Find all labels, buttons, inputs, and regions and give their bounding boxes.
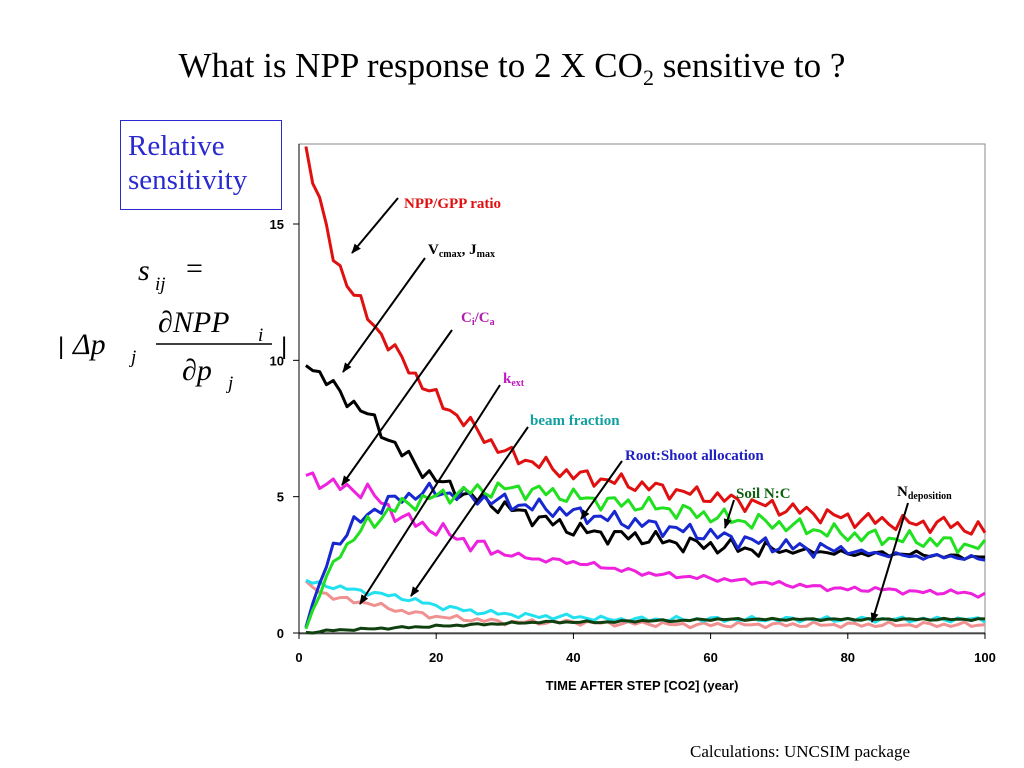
label-npp-gpp: NPP/GPP ratio [404, 196, 501, 212]
title-text: What is NPP response to 2 X CO [178, 46, 643, 85]
formula-denominator: ∂p [182, 354, 212, 387]
formula-delta-sub: j [128, 347, 136, 368]
y-tick-label-2: 10 [270, 353, 284, 368]
arrow-ci-ca [341, 329, 453, 486]
label-root-shoot: Root:Shoot allocation [625, 448, 764, 464]
y-tick-label-0: 0 [277, 626, 284, 641]
x-tick-label-0: 0 [295, 650, 302, 665]
page-title: What is NPP response to 2 X CO2 sensitiv… [0, 46, 1024, 91]
arrow-vcmax [342, 257, 426, 373]
x-tick-label-4: 80 [841, 650, 855, 665]
label-vcmax: Vcmax, Jmax [428, 242, 495, 260]
arrow-soil-nc [723, 499, 735, 529]
x-tick-label-5: 100 [974, 650, 996, 665]
label-n-deposition: Ndeposition [897, 484, 952, 502]
label-ci-ca: Ci/Ca [461, 310, 495, 328]
caption: Calculations: UNCSIM package [690, 742, 911, 761]
y-tick-label-3: 15 [270, 217, 284, 232]
series-line-2 [305, 471, 986, 599]
sensitivity-formula: s ij = | Δp j ∂NPP i ∂p j | [58, 252, 287, 394]
formula-equals: = [186, 252, 203, 285]
box-line-1: Relative [128, 130, 225, 162]
series-line-0 [304, 146, 987, 536]
relative-sensitivity-box: Relative sensitivity [120, 120, 282, 210]
x-tick-label-2: 40 [566, 650, 580, 665]
plot-area [298, 143, 986, 635]
series-line-3 [304, 579, 986, 630]
box-line-2: sensitivity [128, 164, 248, 196]
label-kext: kext [503, 371, 525, 389]
title-end-text: sensitive to ? [653, 46, 846, 85]
label-beam-fraction: beam fraction [530, 413, 620, 429]
series-line-6 [304, 481, 987, 630]
x-tick-label-1: 20 [429, 650, 443, 665]
formula-bar-right: | [281, 333, 287, 360]
arrow-npp-gpp [351, 197, 399, 254]
series-line-5 [304, 481, 986, 628]
arrow-kext [359, 384, 501, 605]
axes: 0 20 40 60 80 100 0 5 10 15 [270, 144, 996, 665]
formula-lhs: s [138, 254, 150, 287]
x-tick-label-3: 60 [703, 650, 717, 665]
formula-bar-left: | [58, 333, 64, 360]
label-soil-nc: Soil N:C [736, 486, 791, 502]
arrow-n-deposition [870, 502, 909, 623]
arrow-beam-fraction [410, 426, 529, 597]
formula-delta: Δp [72, 328, 106, 361]
formula-lhs-sub: ij [155, 274, 166, 295]
title-subscript: 2 [642, 65, 654, 90]
x-axis-title: TIME AFTER STEP [CO2] (year) [546, 678, 739, 693]
arrow-root-shoot [580, 460, 623, 520]
formula-numerator-sub: i [258, 325, 263, 346]
annotations: NPP/GPP ratio Vcmax, Jmax Ci/Ca kext bea… [341, 196, 952, 623]
formula-denominator-sub: j [225, 373, 233, 394]
y-tick-label-1: 5 [277, 490, 284, 505]
formula-numerator: ∂NPP [158, 306, 229, 339]
